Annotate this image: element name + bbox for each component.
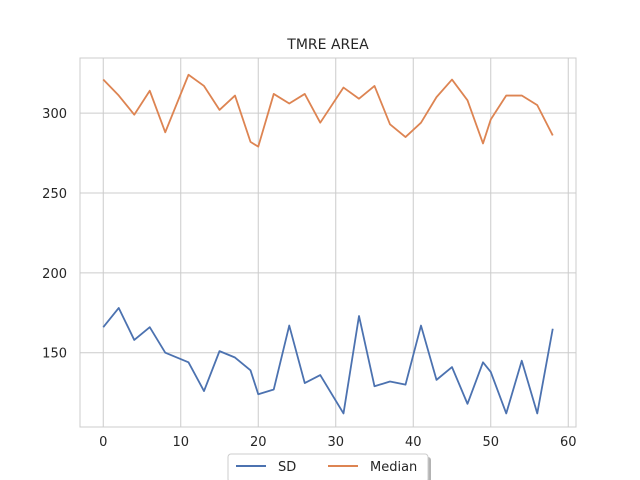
chart-title: TMRE AREA (286, 37, 369, 53)
series-line-sd (102, 307, 554, 415)
legend-box (227, 453, 429, 480)
y-tick-label: 300 (42, 107, 67, 122)
x-tick-label: 0 (99, 435, 107, 450)
x-tick-label: 30 (327, 435, 344, 450)
x-tick-label: 10 (172, 435, 189, 450)
series-line-median (102, 73, 554, 148)
x-tick-label: 20 (250, 435, 267, 450)
y-tick-label: 200 (42, 267, 67, 282)
legend: SD Median (227, 453, 431, 480)
legend-label-median: Median (370, 460, 417, 475)
x-tick-label: 40 (405, 435, 422, 450)
y-tick-label: 250 (42, 187, 67, 202)
plot-background (80, 58, 576, 427)
series-lines (102, 73, 554, 415)
y-tick-label: 150 (42, 347, 67, 362)
plot-frame (79, 57, 577, 428)
legend-label-sd: SD (278, 460, 296, 475)
grid-lines (80, 58, 576, 427)
tick-labels: 0 10 20 30 40 50 60 150 200 250 300 (42, 107, 576, 450)
x-tick-label: 60 (560, 435, 577, 450)
x-tick-label: 50 (482, 435, 499, 450)
